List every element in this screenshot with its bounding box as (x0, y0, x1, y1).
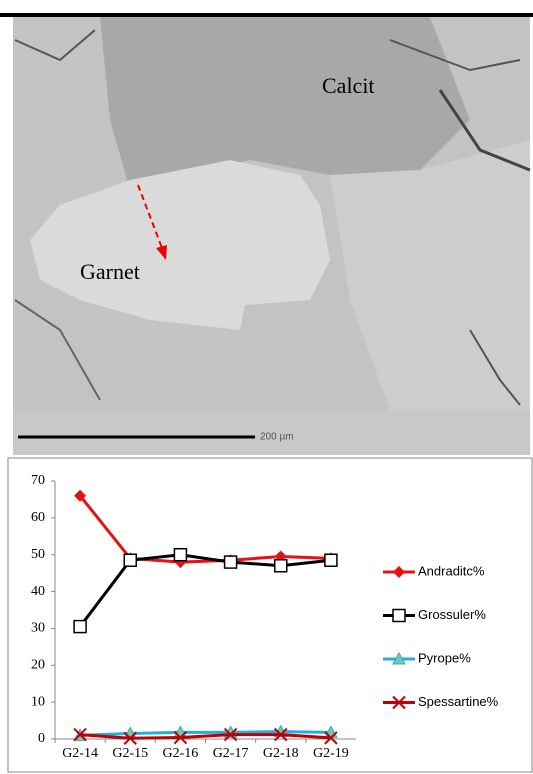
chart-frame (7, 457, 533, 773)
x-tick-label: G2-14 (62, 746, 98, 761)
legend-label: Andraditc% (418, 563, 485, 578)
y-tick-label: 30 (31, 621, 45, 636)
arrow-head (156, 245, 167, 260)
label: Garnet (80, 259, 140, 284)
marker-stroke (223, 727, 238, 742)
legend-label: Pyrope% (418, 650, 471, 665)
micrograph: Calcit Garnet 200 µm (0, 13, 533, 455)
y-tick-label: 60 (31, 510, 45, 525)
top-border (0, 13, 533, 17)
x-tick-label: G2-17 (213, 746, 249, 761)
marker-stroke (274, 727, 288, 742)
scale-label: 200 µm (260, 432, 294, 443)
legend-label: Grossuler% (418, 607, 486, 622)
marker (223, 555, 238, 569)
marker (223, 727, 238, 742)
y-tick-label: 20 (31, 658, 45, 673)
marker (324, 553, 338, 567)
marker (123, 731, 137, 745)
marker (173, 730, 188, 745)
label: Calcit (322, 73, 375, 98)
marker (73, 619, 87, 634)
marker (324, 731, 338, 745)
calcite-region (100, 17, 470, 190)
marker-stroke (73, 727, 87, 742)
marker (392, 651, 406, 665)
crack (438, 89, 531, 172)
crack (14, 29, 96, 62)
y-tick-label: 50 (31, 547, 45, 562)
marker (123, 553, 137, 567)
scale-strip (13, 410, 530, 455)
y-tick-label: 10 (31, 694, 45, 709)
crack (389, 39, 521, 72)
marker-stroke (324, 731, 338, 745)
marker-stroke (173, 730, 188, 745)
series-line (78, 553, 332, 628)
series-line (78, 494, 331, 564)
marker-stroke (392, 695, 406, 710)
marker (392, 608, 406, 623)
crack (469, 329, 521, 406)
arrow (137, 184, 163, 249)
marker (274, 727, 288, 742)
marker (392, 695, 406, 710)
series-line (80, 730, 331, 737)
x-tick-label: G2-19 (313, 746, 349, 761)
y-tick-label: 40 (31, 584, 45, 599)
garnet-region (30, 160, 330, 330)
y-tick-label: 70 (31, 473, 45, 488)
x-tick-label: G2-16 (163, 746, 199, 761)
marker (393, 566, 405, 578)
grain-region (330, 140, 530, 410)
series-line (79, 733, 332, 740)
marker (74, 489, 87, 502)
marker (73, 727, 87, 742)
x-tick-label: G2-15 (112, 746, 148, 761)
legend-label: Spessartine% (418, 694, 499, 709)
marker-stroke (123, 731, 137, 745)
x-tick-label: G2-18 (263, 746, 299, 761)
crack (14, 299, 101, 401)
marker (173, 547, 188, 562)
marker (274, 559, 288, 573)
y-tick-label: 0 (38, 731, 45, 746)
